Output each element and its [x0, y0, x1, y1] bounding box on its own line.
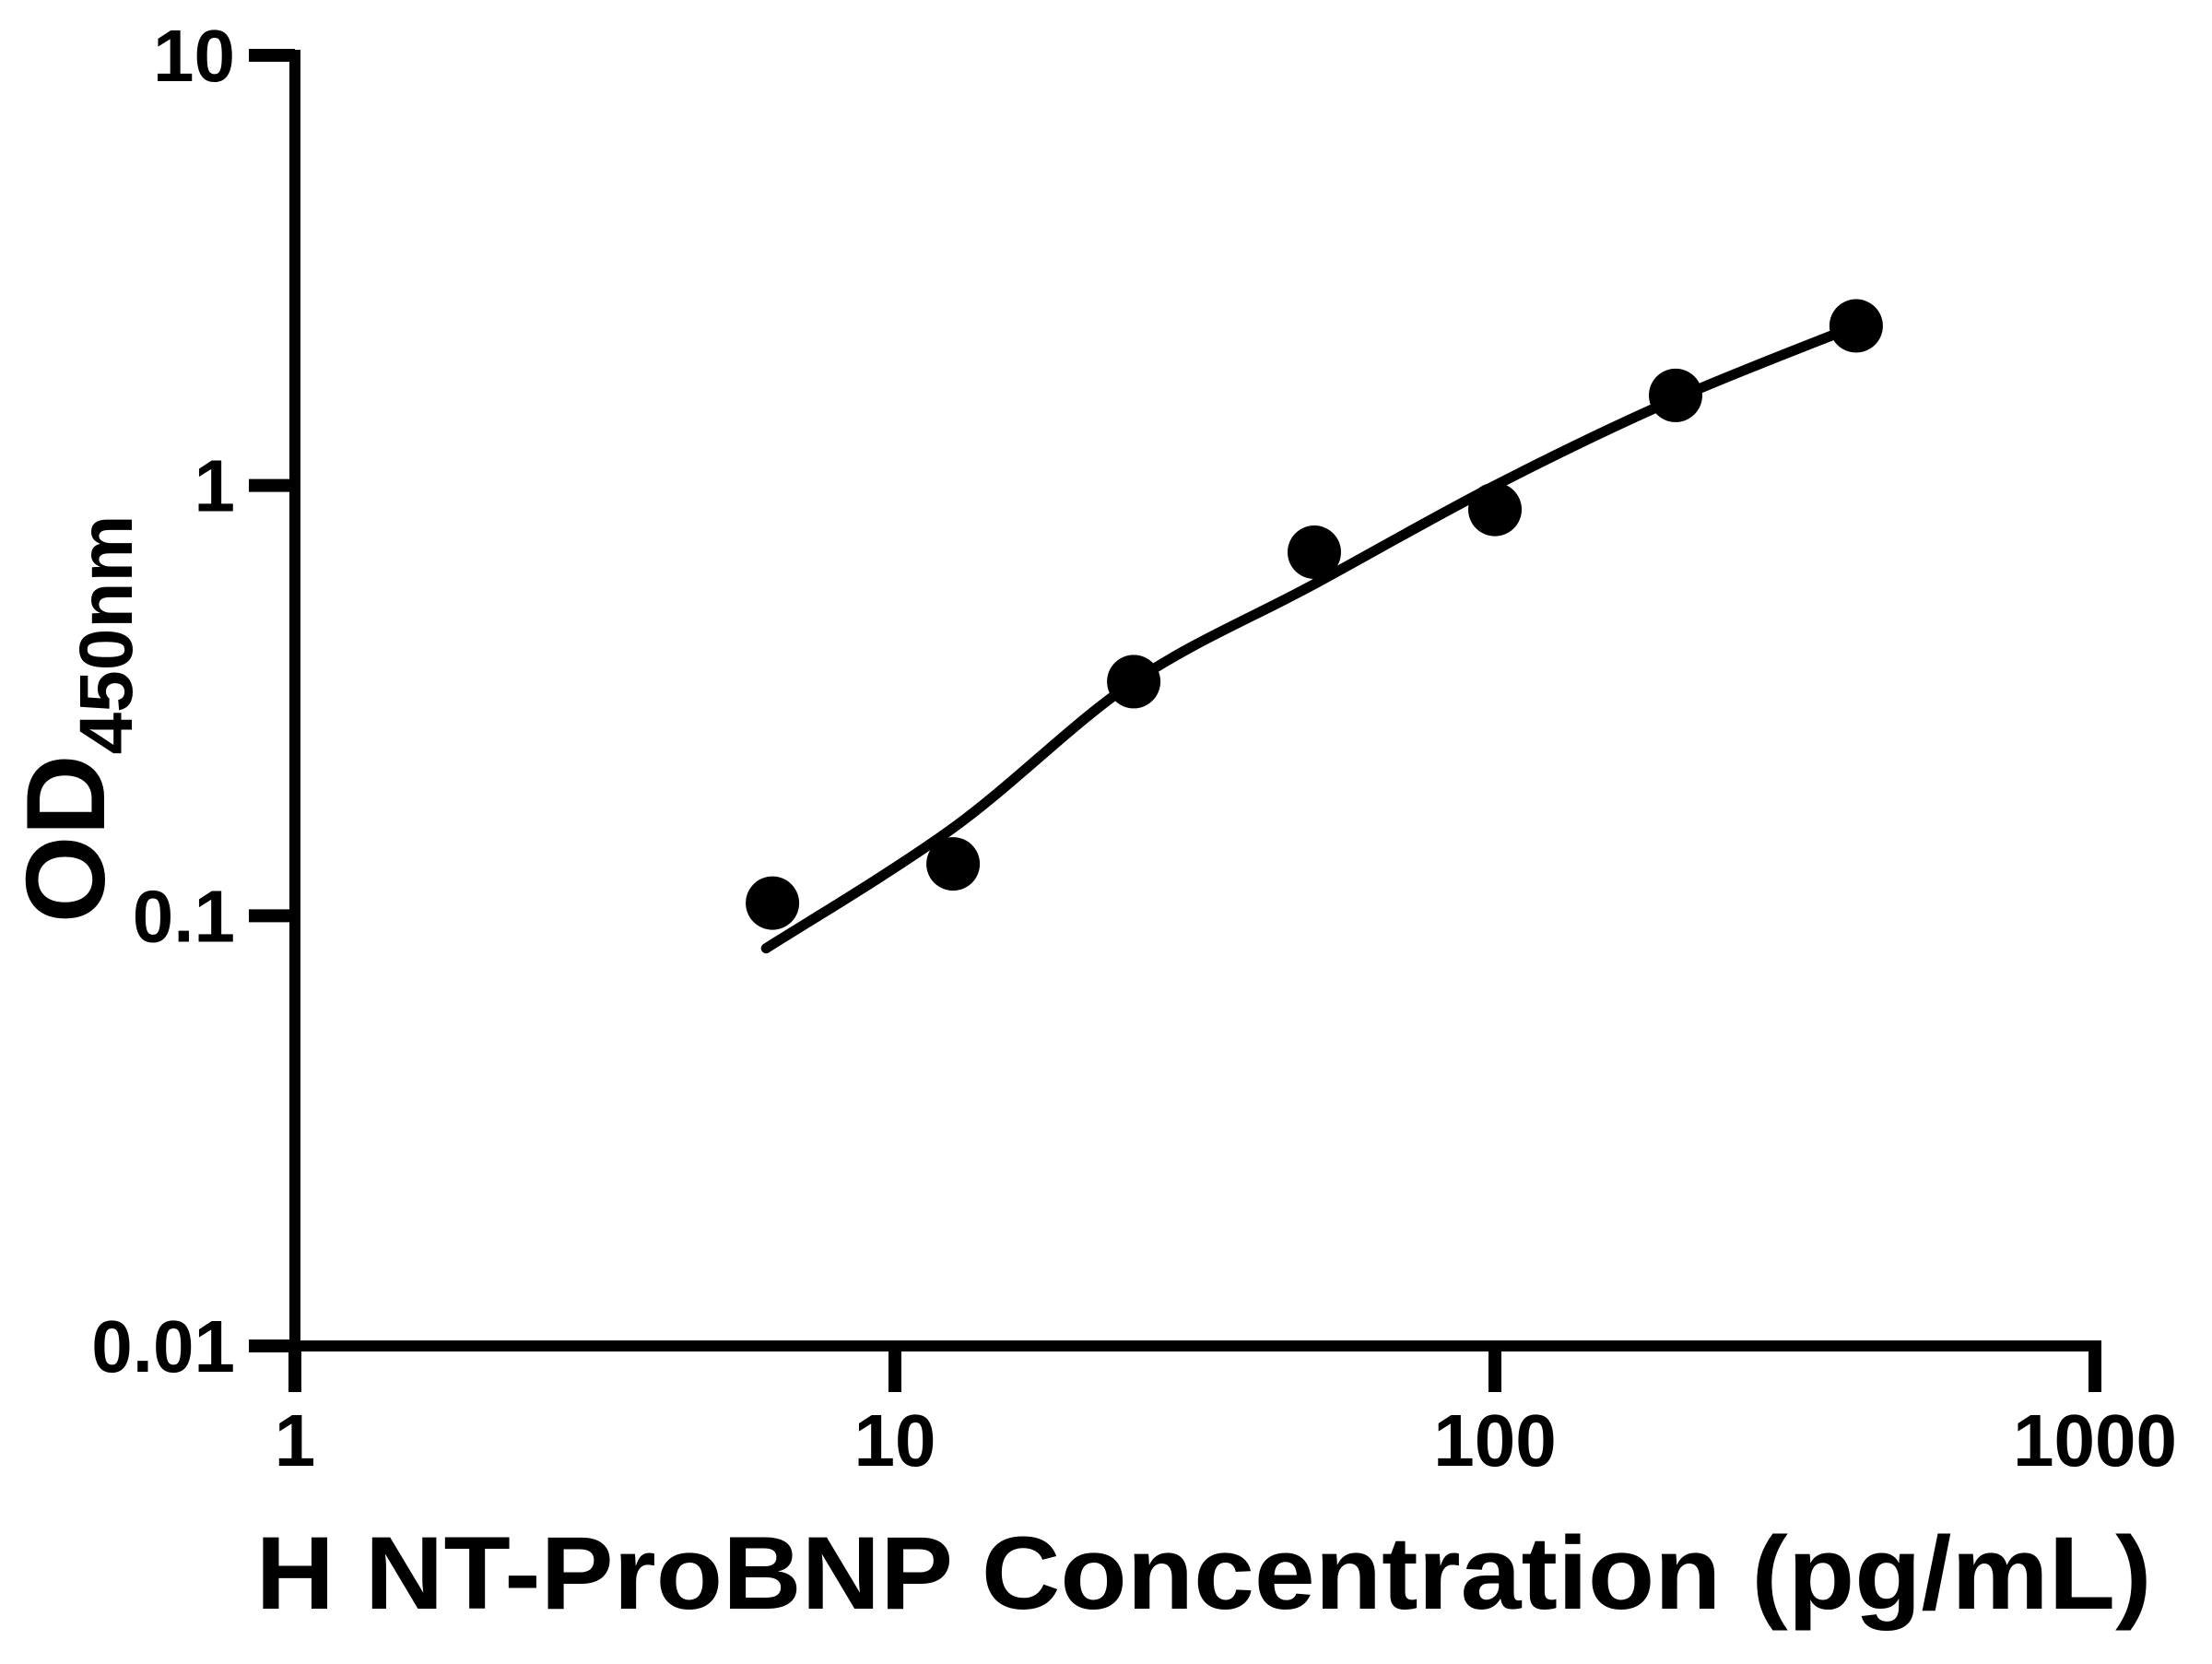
y-axis-title: OD450nm: [3, 515, 148, 924]
x-tick-label: 10: [854, 1399, 936, 1481]
axes-spines: [289, 50, 2101, 1351]
x-axis-title: H NT-ProBNP Concentration (pg/mL): [256, 1516, 2152, 1631]
data-point: [1107, 655, 1161, 709]
data-point: [1829, 299, 1883, 353]
y-axis-title-main: OD: [3, 754, 128, 923]
data-point: [1649, 368, 1702, 422]
x-axis-ticks: 1 10 100 1000: [275, 1346, 2177, 1481]
data-point: [926, 837, 981, 891]
y-tick-label: 0.01: [91, 1305, 235, 1387]
y-axis-ticks: 10 1 0.1 0.01: [91, 15, 295, 1387]
y-tick-label: 10: [153, 15, 235, 97]
data-point: [746, 876, 800, 930]
y-tick-label: 1: [194, 445, 236, 527]
x-tick-label: 1000: [2013, 1399, 2177, 1481]
x-tick-label: 1: [275, 1399, 316, 1481]
data-point: [1288, 525, 1341, 579]
y-tick-label: 0.1: [133, 875, 235, 957]
x-tick-label: 100: [1433, 1399, 1556, 1481]
data-point: [1468, 482, 1522, 537]
data-points: [746, 299, 1883, 930]
y-axis-title-subscript: 450nm: [65, 515, 148, 755]
